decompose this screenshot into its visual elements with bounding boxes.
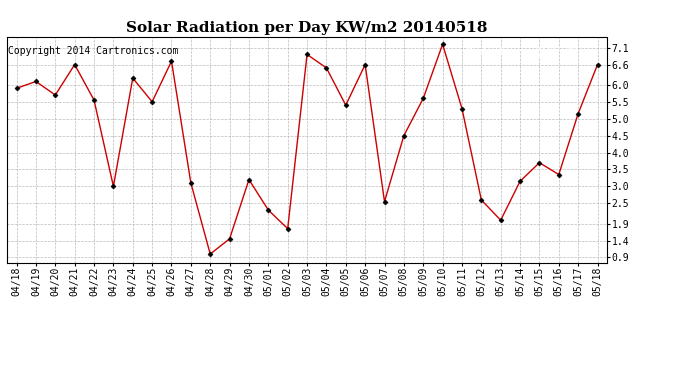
- Title: Solar Radiation per Day KW/m2 20140518: Solar Radiation per Day KW/m2 20140518: [126, 21, 488, 35]
- Text: Copyright 2014 Cartronics.com: Copyright 2014 Cartronics.com: [8, 46, 179, 57]
